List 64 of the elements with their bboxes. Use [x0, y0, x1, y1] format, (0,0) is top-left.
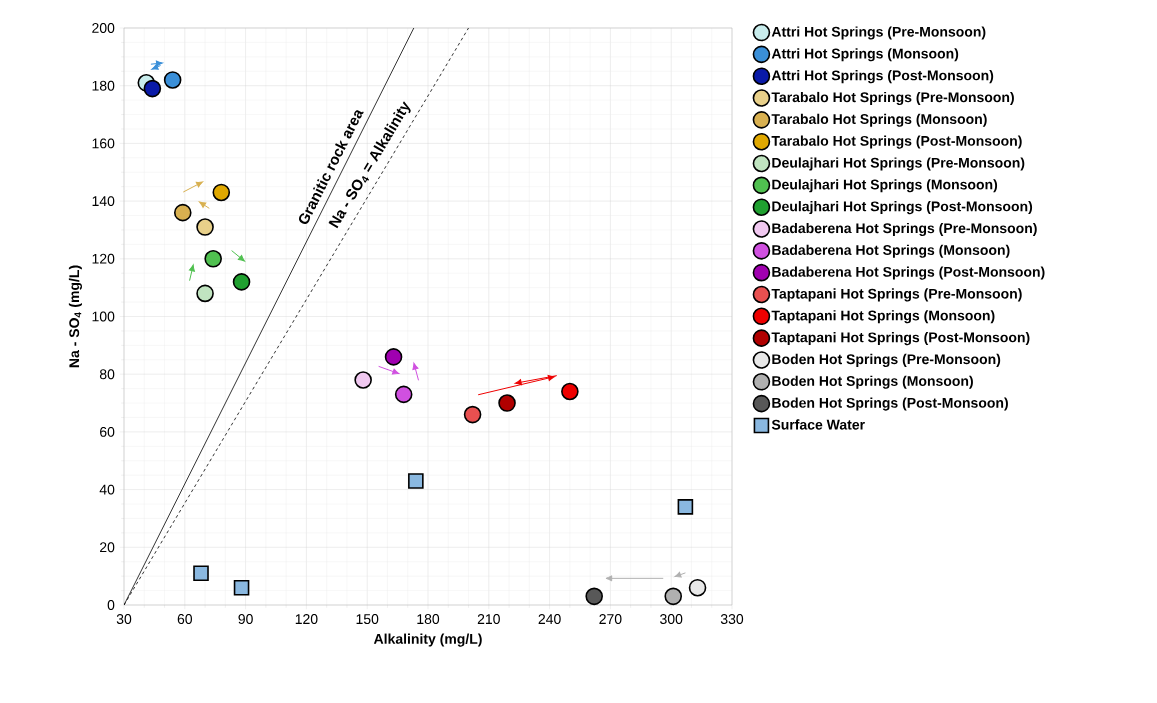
point [585, 587, 603, 606]
y-tick-label: 140 [92, 196, 115, 207]
point [173, 203, 192, 222]
x-tick-label: 60 [177, 614, 193, 625]
legend-label: Badaberena Hot Springs (Post-Monsoon) [772, 266, 1045, 280]
point [561, 382, 579, 401]
point [498, 394, 516, 412]
legend-label: Tarabalo Hot Springs (Monsoon) [771, 113, 987, 127]
x-tick-label: 300 [660, 614, 683, 625]
y-tick-label: 20 [100, 542, 115, 553]
x-tick-label: 270 [599, 614, 622, 625]
y-tick-label: 120 [92, 253, 115, 264]
point [196, 284, 214, 303]
x-tick-label: 210 [477, 614, 500, 625]
legend-label: Deulajhari Hot Springs (Pre-Monsoon) [772, 157, 1025, 171]
point [394, 385, 413, 404]
x-tick-label: 120 [295, 614, 318, 625]
legend-label: Taptapani Hot Springs (Monsoon) [771, 310, 995, 324]
legend-label: Deulajhari Hot Springs (Monsoon) [772, 179, 998, 193]
y-tick-label: 80 [99, 369, 115, 380]
legend-label: Attri Hot Springs (Monsoon) [771, 48, 959, 62]
legend-label: Taptapani Hot Springs (Pre-Monsoon) [771, 288, 1022, 302]
legend-label: Boden Hot Springs (Pre-Monsoon) [772, 353, 1001, 367]
y-tick-label: 0 [107, 600, 115, 610]
legend-label: Badaberena Hot Springs (Pre-Monsoon) [772, 222, 1037, 236]
point [354, 371, 372, 389]
point [664, 587, 683, 606]
point [232, 273, 251, 291]
point [384, 348, 403, 366]
x-axis-title: Alkalinity (mg/L) [373, 633, 482, 647]
legend-label: Tarabalo Hot Springs (Post-Monsoon) [771, 135, 1022, 149]
y-tick-label: 180 [92, 80, 115, 91]
y-tick-label: 160 [92, 138, 115, 149]
x-tick-label: 330 [720, 614, 744, 625]
x-tick-label: 240 [538, 614, 561, 625]
legend-label: Boden Hot Springs (Monsoon) [772, 375, 973, 389]
point [196, 218, 214, 236]
x-tick-label: 150 [356, 614, 379, 625]
legend-label: Badaberena Hot Springs (Monsoon) [772, 244, 1010, 258]
y-tick-label: 200 [92, 23, 115, 33]
point [688, 578, 707, 597]
legend-label: Surface Water [771, 419, 865, 430]
point [233, 579, 250, 596]
point [163, 71, 182, 89]
y-tick-label: 40 [99, 484, 115, 495]
point [212, 183, 231, 202]
y-axis-title: Na - SO$_{4}$ (mg/L) [68, 265, 82, 368]
point [408, 473, 424, 489]
y-tick-label: 100 [92, 311, 115, 322]
legend-label: Tarabalo Hot Springs (Pre-Monsoon) [771, 91, 1014, 106]
legend-label: Attri Hot Springs (Pre-Monsoon) [771, 26, 986, 40]
legend-label: Taptapani Hot Springs (Post-Monsoon) [771, 332, 1030, 346]
y-tick-label: 60 [100, 426, 115, 437]
x-tick-label: 30 [116, 614, 132, 625]
x-tick-label: 180 [417, 614, 440, 625]
point [143, 79, 162, 98]
legend-label: Deulajhari Hot Springs (Post-Monsoon) [772, 201, 1033, 215]
point [677, 499, 694, 515]
point [463, 405, 482, 424]
x-tick-label: 90 [238, 614, 253, 625]
point [193, 565, 209, 582]
legend-label: Boden Hot Springs (Post-Monsoon) [772, 397, 1008, 411]
point [204, 250, 222, 268]
legend-label: Attri Hot Springs (Post-Monsoon) [771, 70, 994, 84]
